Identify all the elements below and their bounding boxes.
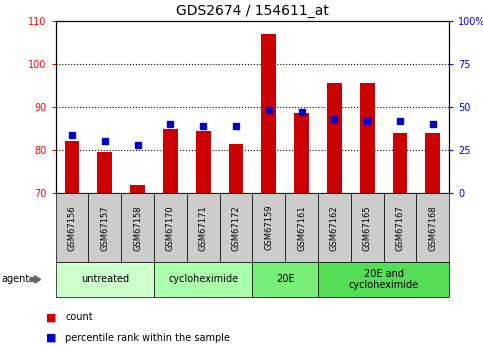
Text: GSM67159: GSM67159 [264, 205, 273, 250]
Text: GSM67170: GSM67170 [166, 205, 175, 250]
Text: untreated: untreated [81, 275, 129, 284]
Text: GSM67168: GSM67168 [428, 205, 437, 250]
Text: 20E: 20E [276, 275, 295, 284]
Text: GSM67161: GSM67161 [297, 205, 306, 250]
Bar [261, 33, 276, 193]
Bar [65, 141, 79, 193]
Text: ■: ■ [46, 333, 57, 343]
Bar [360, 83, 374, 193]
Bar [327, 83, 342, 193]
Bar [196, 131, 211, 193]
Bar [163, 128, 178, 193]
Bar [228, 144, 243, 193]
Text: GSM67172: GSM67172 [231, 205, 241, 250]
Bar [98, 152, 112, 193]
Text: GSM67158: GSM67158 [133, 205, 142, 250]
Bar [426, 133, 440, 193]
Text: GSM67157: GSM67157 [100, 205, 109, 250]
Text: percentile rank within the sample: percentile rank within the sample [65, 333, 230, 343]
Text: GSM67167: GSM67167 [396, 205, 404, 250]
FancyArrow shape [30, 276, 41, 283]
Bar [393, 133, 407, 193]
Text: GSM67171: GSM67171 [199, 205, 208, 250]
Text: agent: agent [1, 275, 29, 284]
Title: GDS2674 / 154611_at: GDS2674 / 154611_at [176, 4, 329, 18]
Bar [130, 185, 145, 193]
Text: cycloheximide: cycloheximide [168, 275, 238, 284]
Text: 20E and
cycloheximide: 20E and cycloheximide [349, 269, 419, 290]
Text: GSM67156: GSM67156 [68, 205, 76, 250]
Text: ■: ■ [46, 313, 57, 322]
Text: count: count [65, 313, 93, 322]
Bar [294, 114, 309, 193]
Text: GSM67162: GSM67162 [330, 205, 339, 250]
Text: GSM67165: GSM67165 [363, 205, 372, 250]
